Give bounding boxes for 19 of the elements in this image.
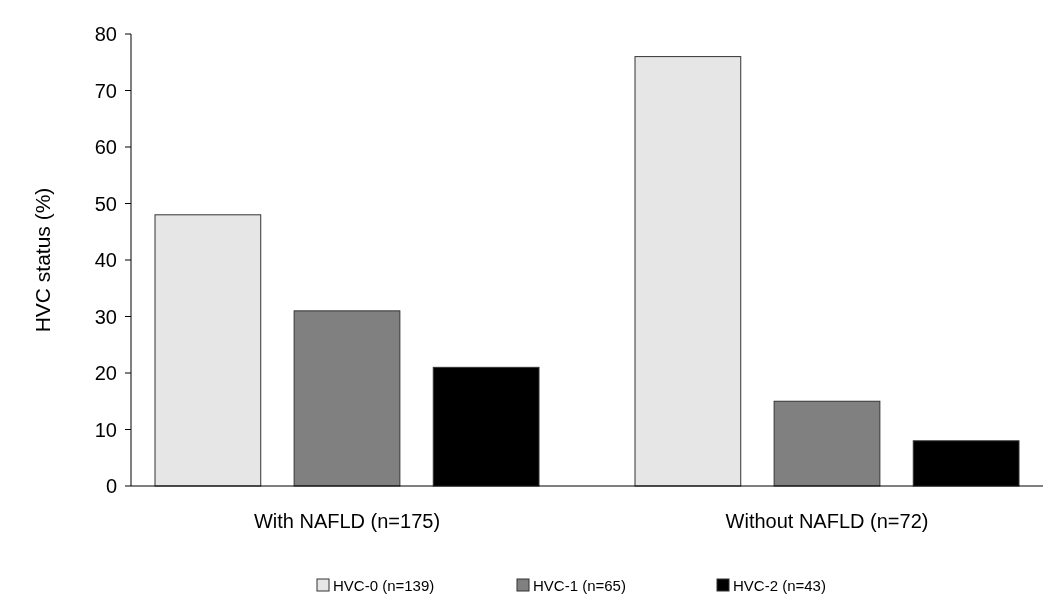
x-tick-label: Without NAFLD (n=72) [725,510,929,532]
bar [293,310,401,487]
y-tick-label: 50 [94,192,117,215]
y-axis-title: HVC status (%) [31,187,54,333]
y-tick-label: 10 [94,418,117,441]
x-tick-label: With NAFLD (n=175) [253,510,441,532]
y-tick-label: 40 [94,249,117,271]
y-tick-label: 0 [105,475,117,497]
legend-label: HVC-2 (n=43) [733,577,826,594]
y-tick-label: 20 [94,362,117,384]
legend-label: HVC-0 (n=139) [333,577,435,594]
y-tick-label: 60 [94,136,117,158]
bar [154,214,262,487]
y-tick-label: 80 [94,23,117,45]
legend-label: HVC-1 (n=65) [533,577,626,594]
bar [773,400,881,487]
y-tick-label: 70 [94,79,117,102]
bar [634,56,742,487]
y-tick-label: 30 [94,305,117,328]
